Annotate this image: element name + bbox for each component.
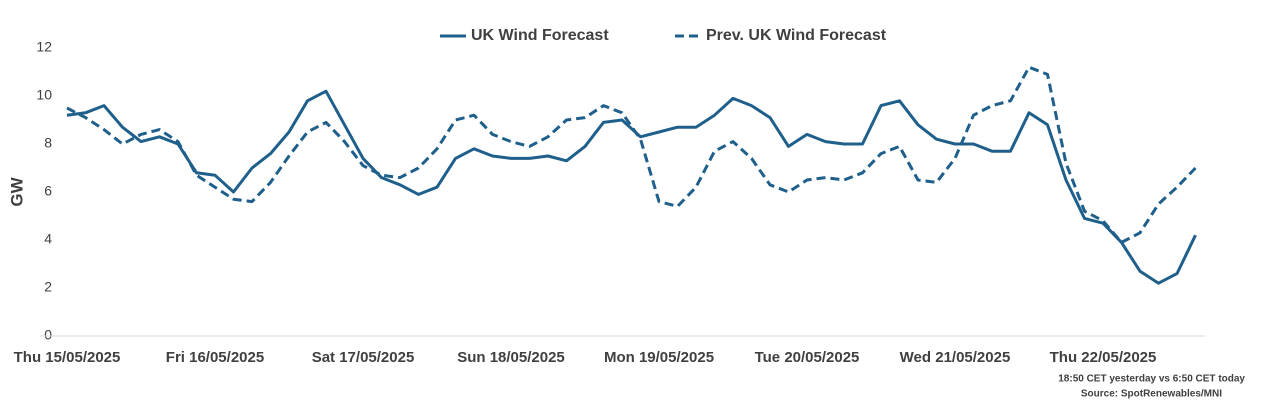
x-tick-label: Sat 17/05/2025 <box>312 349 415 366</box>
x-tick-label: Thu 22/05/2025 <box>1050 349 1157 366</box>
y-tick-label: 6 <box>44 183 52 199</box>
legend-label: Prev. UK Wind Forecast <box>706 27 887 44</box>
x-tick-label: Sun 18/05/2025 <box>457 349 565 366</box>
x-tick-label: Fri 16/05/2025 <box>166 349 264 366</box>
line-series <box>66 89 1197 285</box>
x-tick-label: Mon 19/05/2025 <box>604 349 714 366</box>
y-tick-label: 4 <box>44 231 52 247</box>
note: 18:50 CET yesterday vs 6:50 CET today <box>1058 374 1245 385</box>
x-tick-label: Tue 20/05/2025 <box>755 349 860 366</box>
y-tick-label: 12 <box>36 39 52 55</box>
x-tick-label: Thu 15/05/2025 <box>14 349 121 366</box>
y-tick-label: 2 <box>44 279 52 295</box>
x-tick-label: Wed 21/05/2025 <box>900 349 1011 366</box>
y-axis-label: GW <box>7 176 26 206</box>
source: Source: SpotRenewables/MNI <box>1081 389 1222 400</box>
line-series <box>66 65 1197 244</box>
y-tick-label: 0 <box>44 327 52 343</box>
y-tick-label: 8 <box>44 135 52 151</box>
legend-label: UK Wind Forecast <box>471 27 609 44</box>
y-tick-label: 10 <box>36 87 52 103</box>
